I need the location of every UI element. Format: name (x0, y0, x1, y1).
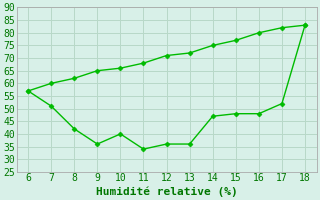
X-axis label: Humidité relative (%): Humidité relative (%) (96, 186, 237, 197)
